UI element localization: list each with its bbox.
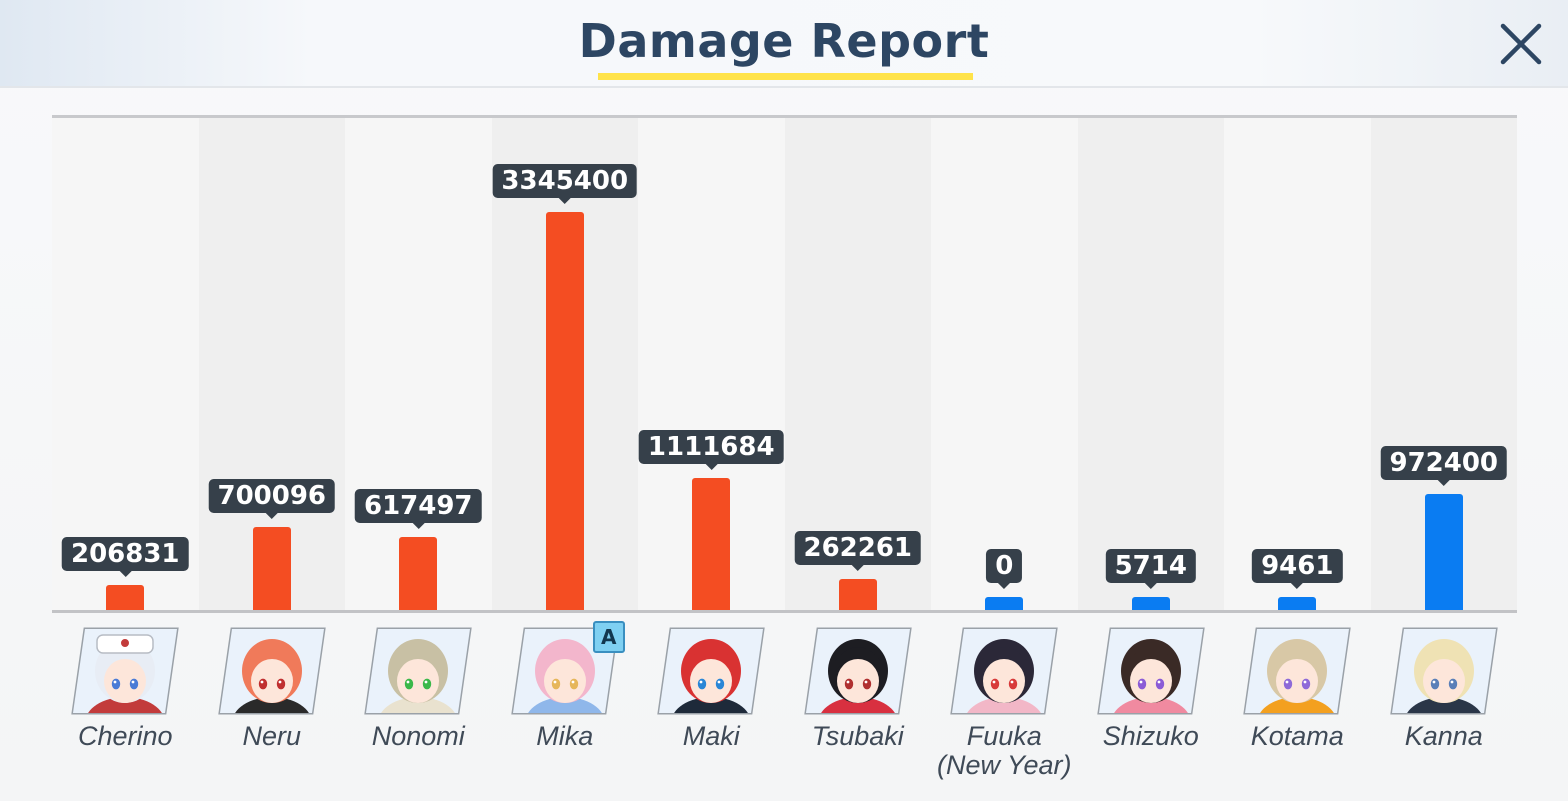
damage-value-label: 700096 xyxy=(208,478,336,519)
character-portrait[interactable] xyxy=(950,627,1058,715)
header-bar: Damage Report xyxy=(0,0,1568,88)
portrait-icon xyxy=(950,627,1058,715)
damage-bar xyxy=(1278,597,1317,610)
damage-value-label: 206831 xyxy=(61,537,189,578)
damage-bar xyxy=(545,212,584,610)
character-name: Shizuko xyxy=(1102,721,1199,751)
chart-column-6 xyxy=(931,116,1078,612)
close-icon xyxy=(1500,23,1542,65)
damage-value-label: 262261 xyxy=(794,530,922,571)
chart-baseline xyxy=(52,610,1517,613)
character-name: Cherino xyxy=(77,721,173,751)
damage-bar xyxy=(1131,597,1170,610)
damage-bar xyxy=(1424,494,1463,610)
character-name: Nonomi xyxy=(371,721,465,751)
character-name: Mika xyxy=(536,721,594,751)
damage-bar xyxy=(838,578,877,610)
character-portrait[interactable] xyxy=(71,627,179,715)
character-portrait[interactable] xyxy=(218,627,326,715)
character-portrait[interactable] xyxy=(1243,627,1351,715)
damage-bar xyxy=(985,597,1024,610)
character-portrait[interactable] xyxy=(511,627,619,715)
damage-bar xyxy=(692,477,731,610)
chart-column-5 xyxy=(784,116,931,612)
character-name: Maki xyxy=(682,721,740,751)
character-portrait[interactable] xyxy=(364,627,472,715)
chart-column-8 xyxy=(1224,116,1371,612)
character-name: Kanna xyxy=(1404,721,1483,751)
portrait-icon xyxy=(218,627,326,715)
portrait-icon xyxy=(657,627,765,715)
damage-bar xyxy=(252,526,291,610)
window-title: Damage Report xyxy=(578,14,990,68)
chart-column-0 xyxy=(52,116,199,612)
portrait-icon xyxy=(1390,627,1498,715)
title-underline xyxy=(598,73,973,80)
damage-bar xyxy=(106,585,145,610)
chart-top-line xyxy=(52,115,1517,118)
portrait-icon xyxy=(1097,627,1205,715)
assist-badge: A xyxy=(592,621,625,653)
character-name: Fuuka (New Year) xyxy=(936,721,1072,780)
character-name: Tsubaki xyxy=(811,721,904,751)
portrait-icon xyxy=(71,627,179,715)
character-portrait[interactable] xyxy=(1390,627,1498,715)
damage-bar xyxy=(399,536,438,610)
chart-column-7 xyxy=(1077,116,1224,612)
portrait-icon xyxy=(364,627,472,715)
character-portrait[interactable] xyxy=(1097,627,1205,715)
character-portrait[interactable] xyxy=(657,627,765,715)
chart-column-2 xyxy=(345,116,492,612)
character-name: Neru xyxy=(242,721,302,751)
portrait-icon xyxy=(1243,627,1351,715)
portrait-icon xyxy=(511,627,619,715)
damage-value-label: 0 xyxy=(986,549,1023,589)
close-button[interactable] xyxy=(1497,20,1545,68)
damage-value-label: 972400 xyxy=(1380,446,1508,487)
damage-value-label: 5714 xyxy=(1105,549,1196,589)
damage-value-label: 9461 xyxy=(1252,549,1343,589)
damage-value-label: 617497 xyxy=(354,488,482,529)
character-portrait[interactable] xyxy=(804,627,912,715)
damage-value-label: 1111684 xyxy=(638,429,784,470)
portrait-icon xyxy=(804,627,912,715)
character-name: Kotama xyxy=(1250,721,1344,751)
damage-value-label: 3345400 xyxy=(492,164,638,204)
